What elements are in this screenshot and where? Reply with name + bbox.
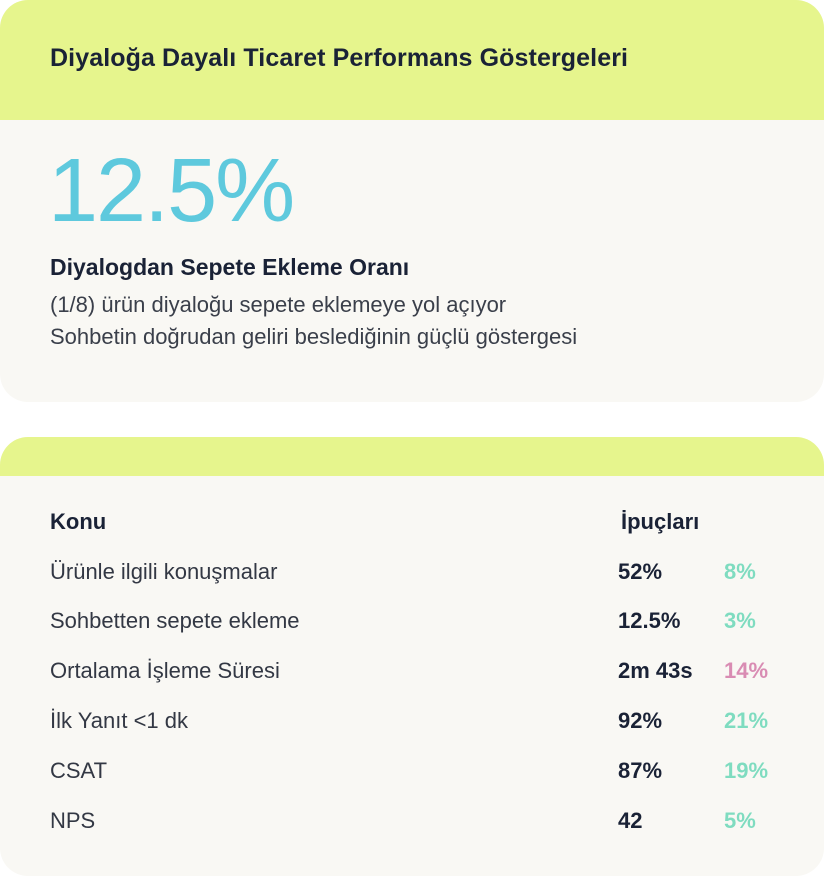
table-header-row: Konu İpuçları — [50, 509, 790, 539]
summary-card: Diyaloğa Dayalı Ticaret Performans Göste… — [0, 0, 824, 402]
row-value: 52% — [618, 559, 663, 584]
conversion-rate-label: Diyalogdan Sepete Ekleme Oranı — [50, 254, 410, 280]
description-line-2: Sohbetin doğrudan geliri beslediğinin gü… — [50, 324, 578, 349]
table-row: Sohbetten sepete ekleme 12.5% 3% — [50, 608, 790, 638]
table-row: CSAT 87% 19% — [50, 758, 790, 788]
row-value: 92% — [618, 708, 663, 733]
summary-card-header: Diyaloğa Dayalı Ticaret Performans Göste… — [0, 0, 824, 120]
card-title: Diyaloğa Dayalı Ticaret Performans Göste… — [50, 44, 629, 72]
row-delta: 21% — [724, 708, 769, 733]
row-value: 2m 43s — [618, 658, 693, 683]
metrics-table-header-band — [0, 437, 824, 476]
table-row: Ortalama İşleme Süresi 2m 43s 14% — [50, 658, 790, 688]
row-topic: Sohbetten sepete ekleme — [50, 608, 300, 633]
table-row: İlk Yanıt <1 dk 92% 21% — [50, 708, 790, 738]
row-topic: İlk Yanıt <1 dk — [50, 708, 188, 733]
column-header-tips: İpuçları — [621, 509, 700, 534]
row-topic: NPS — [50, 808, 96, 833]
row-delta: 3% — [724, 608, 756, 633]
row-delta: 19% — [724, 758, 769, 783]
description-line-1: (1/8) ürün diyaloğu sepete eklemeye yol … — [50, 292, 507, 317]
table-row: NPS 42 5% — [50, 808, 790, 838]
row-topic: Ürünle ilgili konuşmalar — [50, 559, 278, 584]
row-value: 12.5% — [618, 608, 681, 633]
row-value: 42 — [618, 808, 643, 833]
row-topic: CSAT — [50, 758, 108, 783]
conversion-rate-value: 12.5% — [48, 141, 295, 241]
row-topic: Ortalama İşleme Süresi — [50, 658, 280, 683]
column-header-topic: Konu — [50, 509, 107, 534]
row-value: 87% — [618, 758, 663, 783]
row-delta: 8% — [724, 559, 756, 584]
row-delta: 5% — [724, 808, 756, 833]
row-delta: 14% — [724, 658, 769, 683]
table-row: Ürünle ilgili konuşmalar 52% 8% — [50, 559, 790, 589]
metrics-table-card — [0, 437, 824, 876]
